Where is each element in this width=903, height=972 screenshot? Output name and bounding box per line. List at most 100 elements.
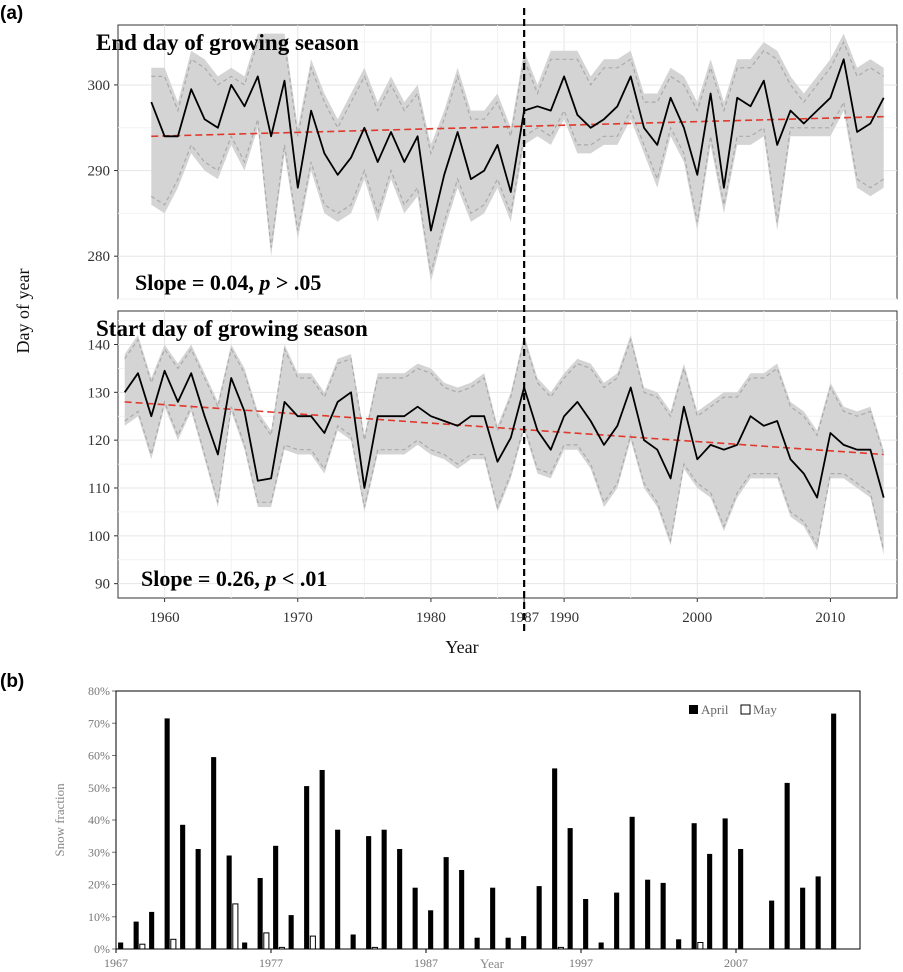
april-bar-1979 [304, 786, 310, 949]
end-day-ytick-label-300: 300 [88, 78, 111, 94]
april-bar-1971 [180, 824, 186, 949]
april-bar-1975 [242, 942, 248, 949]
april-bar-1996 [567, 828, 573, 949]
snow-xtick-label-1967: 1967 [104, 956, 128, 970]
legend-april-swatch [689, 705, 698, 714]
start-day-site-trace-lower [124, 399, 885, 551]
snow-ytick-label-60%: 60% [88, 749, 110, 763]
april-bar-1995 [552, 768, 558, 949]
start-day-mean-line [123, 369, 885, 499]
april-bar-1968 [133, 921, 139, 949]
april-bar-2012 [815, 876, 821, 949]
snow-fraction-chart: 0%10%20%30%40%50%60%70%80% 1967 1977 1987 1… [52, 684, 861, 971]
april-bar-1967 [118, 942, 124, 949]
april-bar-2002 [660, 882, 666, 949]
snow-ytick-label-20%: 20% [88, 878, 110, 892]
snow-xtick-label-1987: 1987 [414, 956, 438, 970]
may-bar-1979 [309, 935, 316, 950]
panel-a-label: (a) [0, 3, 23, 24]
end-day-slope-annotation: Slope = 0.04, p > .05 [135, 270, 321, 295]
panel-a-x-axis-title: Year [445, 637, 478, 657]
end-day-series [150, 33, 885, 282]
may-bar-1976 [263, 932, 270, 950]
april-bar-2003 [676, 939, 682, 949]
april-bar-1997 [583, 899, 589, 949]
start-day-ytick-label-120: 120 [88, 433, 111, 449]
april-bar-1972 [195, 849, 201, 949]
april-bar-1993 [521, 936, 527, 949]
april-bar-1969 [149, 911, 155, 949]
start-day-slope-pvalue: < .01 [276, 566, 327, 591]
april-bar-2007 [738, 849, 744, 949]
start-day-facet: 90 100 110 120 130 140 Start day of growing s… [88, 310, 898, 599]
april-bar-2010 [784, 782, 790, 949]
end-day-facet: 280 290 300 End day of growing season Slop… [88, 24, 898, 300]
start-day-trend-line [124, 401, 884, 456]
april-bar-1986 [412, 887, 418, 949]
panel-a-xtick-label-1990: 1990 [549, 610, 579, 626]
end-day-trend-line [151, 115, 884, 138]
end-day-range-ribbon [151, 33, 884, 282]
panel-a-xtick-label-1980: 1980 [416, 610, 446, 626]
may-bar-1974 [232, 903, 239, 950]
snow-ytick-label-40%: 40% [88, 813, 110, 827]
april-bar-1976 [257, 878, 263, 949]
end-day-mean-line [150, 58, 885, 232]
april-bar-1988 [443, 857, 449, 949]
april-bar-1983 [366, 836, 372, 949]
snow-fraction-plot-border [115, 690, 861, 950]
april-bar-1987 [428, 910, 434, 949]
snow-fraction-legend: April May [689, 702, 777, 717]
snow-ytick-label-0%: 0% [94, 942, 110, 956]
snow-fraction-y-axis-title: Snow fraction [52, 783, 67, 857]
start-day-slope-value: Slope = 0.26, [141, 566, 265, 591]
snow-fraction-y-ticks: 0% 10% 20% 30% 40% 50% 60% 70% 80% [88, 684, 116, 956]
april-bar-1991 [490, 887, 496, 949]
may-bar-1968 [139, 943, 146, 950]
april-bar-2013 [831, 713, 837, 949]
april-bar-1973 [211, 757, 217, 949]
end-day-site-trace-upper [151, 40, 885, 156]
april-bar-2006 [722, 818, 728, 949]
end-day-ytick-label-280: 280 [88, 249, 111, 265]
snow-ytick-label-30%: 30% [88, 845, 110, 859]
april-bar-1982 [350, 934, 356, 949]
april-bar-1977 [273, 845, 279, 949]
start-day-site-trace-upper [124, 337, 885, 455]
legend-may-swatch [740, 704, 751, 715]
april-bar-1990 [474, 937, 480, 949]
snow-fraction-x-ticks: 1967 1977 1987 1997 2007 [104, 949, 748, 970]
start-day-facet-title: Start day of growing season [96, 316, 368, 341]
start-day-ytick-label-100: 100 [88, 529, 111, 545]
snow-xtick-label-1997: 1997 [569, 956, 593, 970]
panel-a-y-axis-title: Day of year [13, 269, 33, 354]
end-day-site-trace-lower [150, 100, 885, 274]
april-bar-1998 [598, 942, 604, 949]
april-bar-1980 [319, 770, 325, 949]
april-bar-1974 [226, 855, 232, 949]
snow-fraction-x-axis-title: Year [480, 956, 505, 971]
start-day-ytick-label-130: 130 [88, 385, 111, 401]
april-bar-2011 [800, 887, 806, 949]
april-bar-2009 [769, 900, 775, 949]
april-bar-2005 [707, 853, 713, 949]
panel-a-xtick-label-2010: 2010 [815, 610, 845, 626]
end-day-slope-pvalue: > .05 [270, 270, 321, 295]
start-day-y-ticks: 90 100 110 120 130 140 [88, 337, 118, 593]
legend-may-label: May [753, 702, 777, 717]
legend-april-label: April [701, 702, 729, 717]
snow-fraction-bars [118, 713, 837, 950]
snow-xtick-label-1977: 1977 [259, 956, 283, 970]
snow-xtick-label-2007: 2007 [724, 956, 748, 970]
end-day-y-ticks: 280 290 300 [88, 78, 118, 265]
april-bar-2001 [645, 879, 651, 949]
end-day-ytick-label-290: 290 [88, 164, 111, 180]
snow-ytick-label-80%: 80% [88, 684, 110, 698]
april-bar-1981 [335, 829, 341, 949]
april-bar-2004 [691, 823, 697, 949]
start-day-ytick-label-90: 90 [95, 577, 110, 593]
start-day-ytick-label-110: 110 [88, 481, 110, 497]
april-bar-1985 [397, 849, 403, 949]
april-bar-1999 [614, 892, 620, 949]
